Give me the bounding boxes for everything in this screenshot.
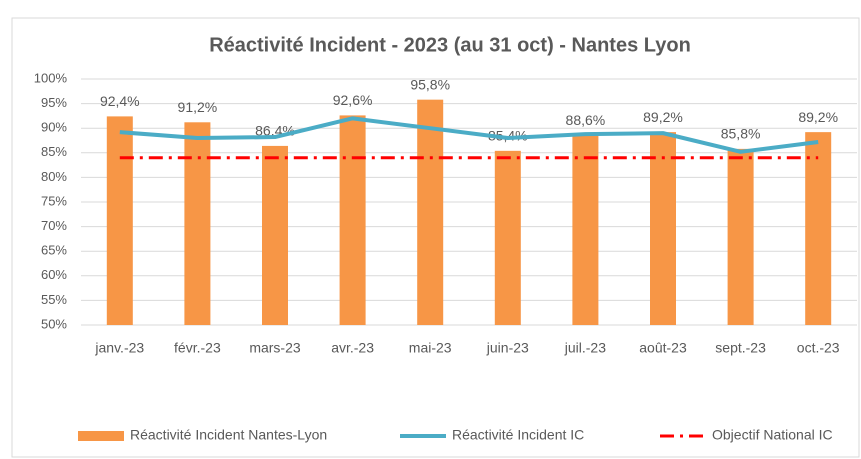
bar <box>339 115 366 326</box>
bar <box>494 150 521 325</box>
bar <box>262 145 288 325</box>
data-label: 92,4% <box>100 93 140 109</box>
x-tick-label: févr.-23 <box>174 340 221 356</box>
legend-label: Réactivité Incident IC <box>452 427 584 443</box>
data-label: 89,2% <box>798 109 838 125</box>
y-tick-label: 75% <box>41 193 67 208</box>
y-tick-label: 85% <box>41 144 67 159</box>
bar <box>184 122 211 326</box>
legend-swatch <box>78 431 124 441</box>
y-tick-label: 65% <box>41 243 67 258</box>
x-tick-label: août-23 <box>639 340 687 356</box>
data-label: 91,2% <box>178 99 218 115</box>
data-label: 88,6% <box>566 112 606 128</box>
bar <box>805 132 832 325</box>
data-label: 89,2% <box>643 109 683 125</box>
y-tick-label: 70% <box>41 218 67 233</box>
y-tick-label: 50% <box>41 316 67 331</box>
line <box>119 116 819 154</box>
bar <box>106 116 133 325</box>
data-label: 85,8% <box>721 126 761 142</box>
y-tick-label: 90% <box>41 120 67 135</box>
bar <box>572 135 599 325</box>
legend-label: Réactivité Incident Nantes-Lyon <box>130 427 327 443</box>
x-tick-label: janv.-23 <box>94 340 144 356</box>
legend-label: Objectif National IC <box>712 427 833 443</box>
y-tick-label: 95% <box>41 95 67 110</box>
x-tick-label: sept.-23 <box>715 340 766 356</box>
bar <box>417 99 444 325</box>
y-tick-label: 100% <box>34 70 68 85</box>
x-tick-label: avr.-23 <box>331 340 374 356</box>
y-tick-label: 55% <box>41 292 67 307</box>
chart-title: Réactivité Incident - 2023 (au 31 oct) -… <box>209 34 691 56</box>
bar <box>727 148 754 325</box>
x-tick-label: juin-23 <box>486 340 529 356</box>
data-label: 95,8% <box>410 76 450 92</box>
x-tick-label: oct.-23 <box>797 340 840 356</box>
y-tick-label: 80% <box>41 169 67 184</box>
bar <box>650 132 676 325</box>
x-tick-label: mai-23 <box>409 340 452 356</box>
y-tick-label: 60% <box>41 267 67 282</box>
data-label: 92,6% <box>333 92 373 108</box>
x-tick-label: mars-23 <box>249 340 301 356</box>
x-tick-label: juil.-23 <box>564 340 606 356</box>
